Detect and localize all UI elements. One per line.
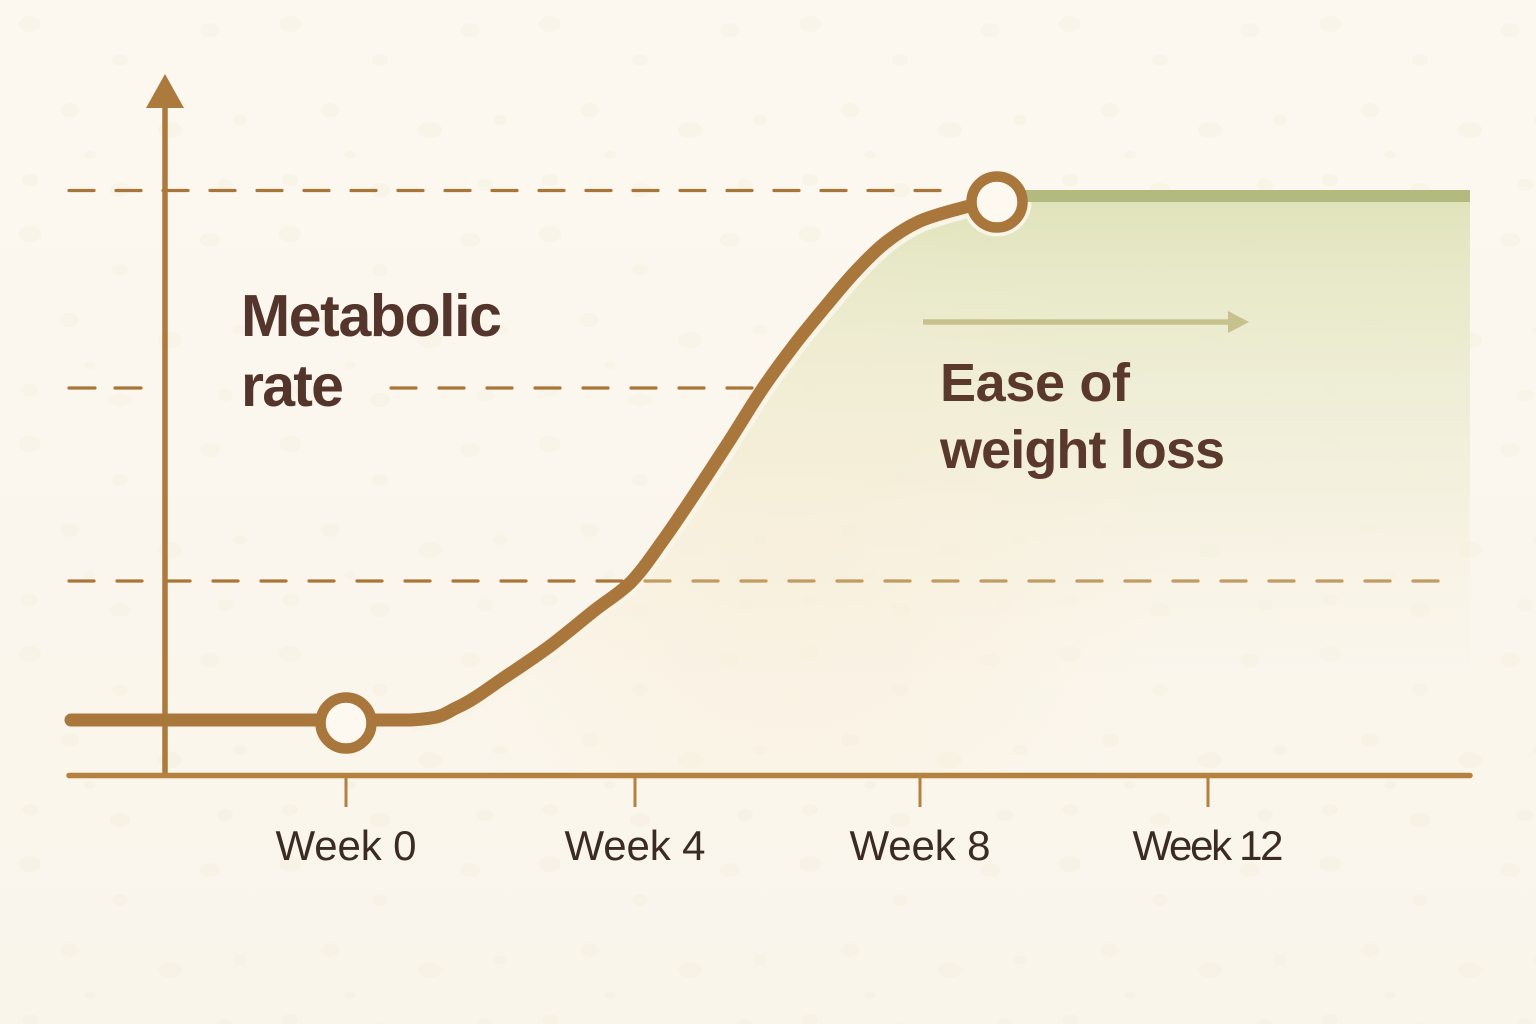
svg-text:Week 0: Week 0 [276,822,417,869]
svg-text:Week 4: Week 4 [565,822,706,869]
svg-text:weight loss: weight loss [939,420,1225,480]
svg-text:rate: rate [241,353,344,419]
svg-text:Week 8: Week 8 [850,822,991,869]
svg-text:Ease of: Ease of [940,353,1131,413]
svg-text:Metabolic: Metabolic [241,283,502,349]
svg-text:Week 12: Week 12 [1133,822,1284,869]
